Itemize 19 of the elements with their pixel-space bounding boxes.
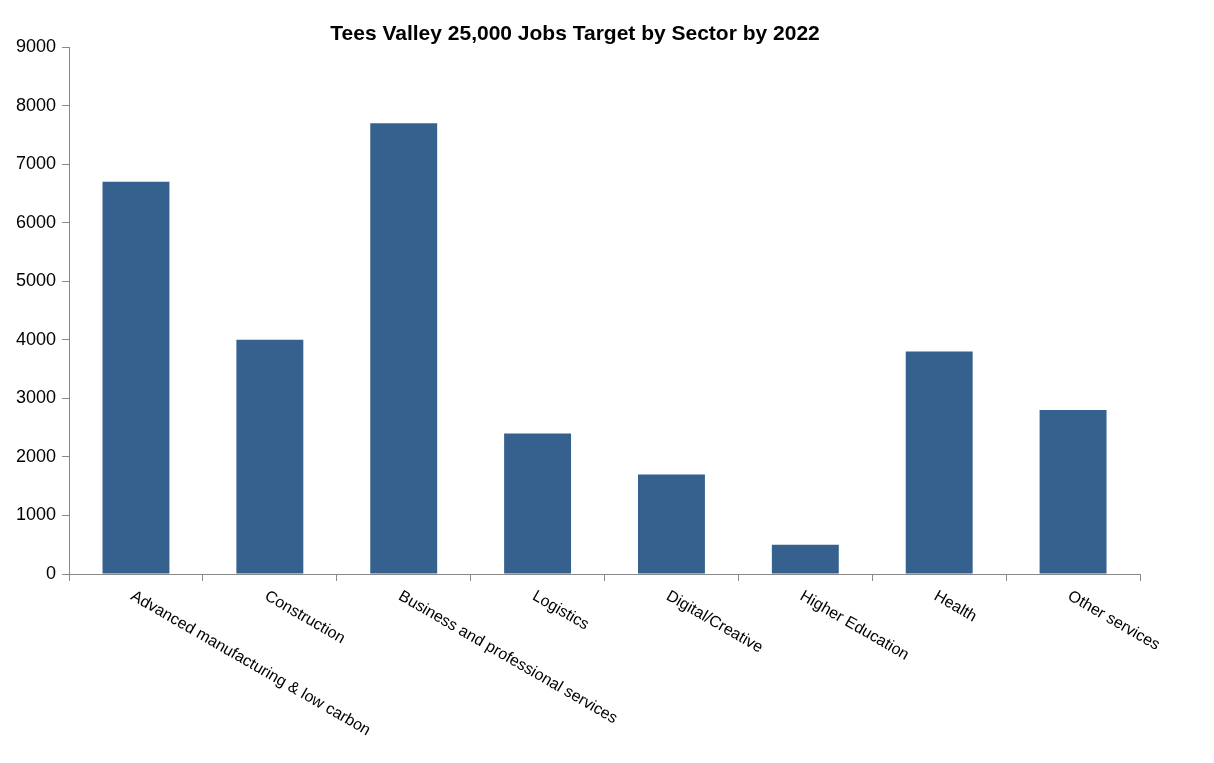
bar <box>637 474 705 574</box>
bar <box>1039 410 1107 574</box>
bar <box>370 123 438 574</box>
bar <box>236 339 304 574</box>
y-tick-label: 4000 <box>16 328 57 349</box>
bar <box>102 181 170 574</box>
y-tick-label: 2000 <box>16 445 57 466</box>
y-tick-label: 3000 <box>16 387 57 408</box>
y-tick-label: 9000 <box>16 36 57 57</box>
bar <box>504 433 572 574</box>
chart-title: Tees Valley 25,000 Jobs Target by Sector by 2022 <box>330 21 820 45</box>
bar <box>905 351 973 574</box>
y-tick-label: 8000 <box>16 94 57 115</box>
y-tick-label: 1000 <box>16 504 57 525</box>
y-tick-label: 6000 <box>16 211 57 232</box>
bar <box>771 544 839 574</box>
y-tick-label: 7000 <box>16 153 57 174</box>
y-tick-label: 5000 <box>16 270 57 291</box>
y-tick-label: 0 <box>46 562 57 583</box>
